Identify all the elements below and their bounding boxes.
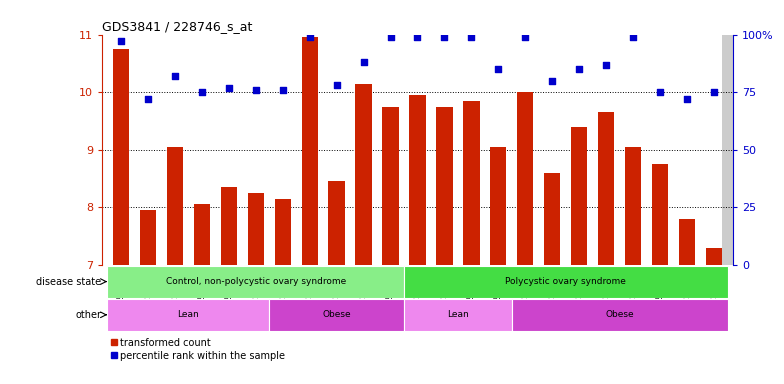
Bar [107, 266, 404, 298]
Bar [404, 299, 512, 331]
Point [627, 34, 640, 40]
Point [249, 87, 262, 93]
Bar [269, 299, 404, 331]
Point [195, 89, 208, 95]
Text: other: other [75, 310, 101, 320]
Bar [490, 147, 506, 265]
Bar [302, 38, 318, 265]
Bar [706, 248, 722, 265]
Point [276, 87, 289, 93]
Text: Control, non-polycystic ovary syndrome: Control, non-polycystic ovary syndrome [165, 277, 346, 286]
Bar [572, 127, 587, 265]
Point [384, 34, 397, 40]
Text: disease state: disease state [36, 276, 101, 286]
Point [223, 84, 235, 91]
Bar [107, 299, 269, 331]
Text: Lean: Lean [177, 310, 199, 319]
Bar [652, 164, 668, 265]
Bar [167, 147, 183, 265]
Point [600, 61, 612, 68]
Text: Obese: Obese [605, 310, 634, 319]
Point [438, 34, 451, 40]
Point [573, 66, 586, 72]
Bar [598, 112, 615, 265]
Point [358, 59, 370, 65]
Bar [517, 92, 533, 265]
Bar [220, 187, 237, 265]
Bar [355, 84, 372, 265]
Point [141, 96, 154, 102]
Point [546, 78, 559, 84]
Point [708, 89, 720, 95]
Point [681, 96, 694, 102]
Bar [328, 182, 345, 265]
Bar [679, 219, 695, 265]
Bar [544, 173, 561, 265]
Legend: transformed count, percentile rank within the sample: transformed count, percentile rank withi… [107, 334, 289, 364]
Bar [140, 210, 156, 265]
Point [330, 82, 343, 88]
Point [412, 34, 424, 40]
Point [654, 89, 666, 95]
Bar [274, 199, 291, 265]
Text: GDS3841 / 228746_s_at: GDS3841 / 228746_s_at [102, 20, 252, 33]
Bar [437, 107, 452, 265]
Bar [409, 95, 426, 265]
Bar [383, 107, 398, 265]
Bar [404, 266, 728, 298]
Bar [194, 204, 210, 265]
Bar [463, 101, 480, 265]
Text: Polycystic ovary syndrome: Polycystic ovary syndrome [506, 277, 626, 286]
Point [492, 66, 505, 72]
Point [303, 34, 316, 40]
Point [519, 34, 532, 40]
Text: Lean: Lean [447, 310, 469, 319]
Point [465, 34, 477, 40]
Bar [113, 49, 129, 265]
Bar [248, 193, 263, 265]
Bar [625, 147, 641, 265]
Point [114, 38, 127, 45]
Bar [512, 299, 728, 331]
Text: Obese: Obese [322, 310, 351, 319]
Point [169, 73, 181, 79]
